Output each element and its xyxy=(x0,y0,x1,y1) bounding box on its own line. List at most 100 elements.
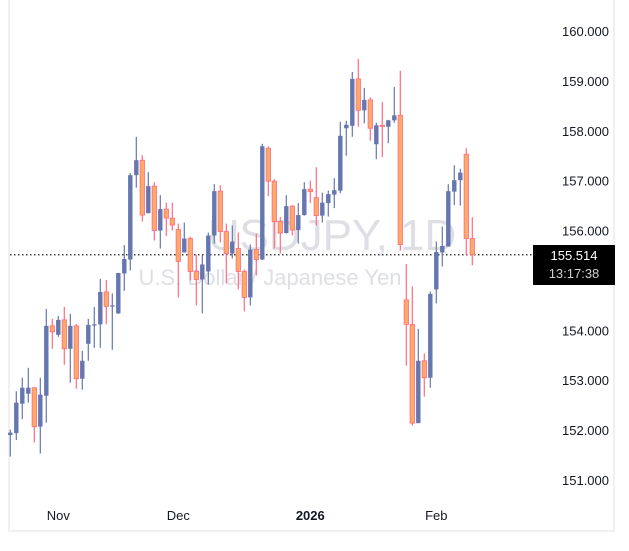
candle-body xyxy=(38,394,43,427)
candle-up xyxy=(14,391,19,441)
candle-down xyxy=(139,155,145,222)
candle-up xyxy=(326,190,331,217)
candle-body xyxy=(14,402,19,434)
candle-up xyxy=(458,168,463,206)
candle-up xyxy=(446,184,451,247)
candle-body xyxy=(362,99,367,111)
candle-up xyxy=(302,182,307,216)
candle-body xyxy=(241,271,247,298)
candle-body xyxy=(332,190,337,195)
candle-body xyxy=(386,120,391,127)
candle-body xyxy=(248,249,253,298)
candle-up xyxy=(296,203,301,244)
candle-down xyxy=(103,279,109,325)
candle-up xyxy=(8,429,13,457)
candle-down xyxy=(397,70,403,251)
x-axis[interactable]: Nov Dec 2026 Feb xyxy=(47,508,448,523)
candle-down xyxy=(253,233,259,276)
candle-body xyxy=(428,293,433,378)
candle-up xyxy=(110,293,115,350)
y-tick-label: 156.000 xyxy=(562,224,609,239)
candle-down xyxy=(367,97,373,141)
candle-body xyxy=(98,291,103,325)
candle-body xyxy=(128,175,133,260)
candle-up xyxy=(146,172,151,214)
candles xyxy=(8,58,475,457)
candle-down xyxy=(421,353,427,397)
y-axis[interactable]: 160.000 159.000 158.000 157.000 156.000 154.0… xyxy=(562,24,609,488)
candle-body xyxy=(56,319,61,335)
candle-body xyxy=(217,190,223,232)
candle-body xyxy=(260,146,265,260)
x-tick-label: Dec xyxy=(167,508,191,523)
y-tick-label: 154.000 xyxy=(562,323,609,338)
candle-down xyxy=(169,202,175,231)
candle-down xyxy=(49,318,55,349)
candle-body xyxy=(92,324,97,326)
candle-body xyxy=(68,325,73,349)
candle-body xyxy=(338,135,343,191)
candle-body xyxy=(193,271,199,280)
x-tick-label: Nov xyxy=(47,508,71,523)
candle-body xyxy=(409,323,415,424)
candle-up xyxy=(350,71,355,137)
candle-down xyxy=(61,306,67,365)
candle-body xyxy=(367,99,373,129)
y-tick-label: 152.000 xyxy=(562,423,609,438)
candle-up xyxy=(200,255,205,314)
candle-body xyxy=(86,324,91,344)
candle-body xyxy=(434,252,439,290)
candle-body xyxy=(175,229,181,262)
candle-down xyxy=(163,202,169,237)
candle-down xyxy=(223,223,229,284)
candle-body xyxy=(61,319,67,350)
candle-up xyxy=(134,136,139,188)
watermark-symbol: USDJPY, 1D xyxy=(208,211,457,260)
y-tick-label: 153.000 xyxy=(562,373,609,388)
candle-body xyxy=(379,124,385,127)
candle-body xyxy=(230,241,235,254)
candle-body xyxy=(146,186,151,214)
candle-up xyxy=(20,377,25,420)
x-tick-label: Feb xyxy=(425,508,447,523)
candle-down xyxy=(289,205,295,236)
candle-up xyxy=(428,291,433,388)
bar-countdown: 13:17:38 xyxy=(548,266,600,281)
candle-down xyxy=(175,223,181,298)
candle-body xyxy=(452,180,457,192)
candle-up xyxy=(320,192,325,223)
candle-body xyxy=(307,188,313,193)
candle-up xyxy=(392,86,397,123)
candle-body xyxy=(139,159,145,216)
candle-down xyxy=(469,217,475,266)
candle-down xyxy=(265,146,271,197)
candle-body xyxy=(265,147,271,182)
candle-body xyxy=(26,387,31,394)
candle-down xyxy=(307,180,313,204)
candle-body xyxy=(296,215,301,231)
candle-body xyxy=(169,217,175,226)
candle-up xyxy=(92,306,97,348)
candle-up xyxy=(344,120,349,156)
candle-body xyxy=(392,115,397,121)
candle-body xyxy=(44,325,49,396)
candle-body xyxy=(235,248,241,272)
candle-up xyxy=(56,315,61,337)
candle-body xyxy=(397,114,403,245)
y-tick-label: 159.000 xyxy=(562,74,609,89)
candle-body xyxy=(446,191,451,247)
candle-body xyxy=(374,125,379,145)
candle-up xyxy=(434,241,439,304)
candle-down xyxy=(31,387,37,443)
candle-body xyxy=(20,387,25,404)
candle-body xyxy=(463,153,469,239)
candle-body xyxy=(416,360,421,424)
candle-up xyxy=(98,278,103,348)
candle-body xyxy=(134,160,139,176)
candle-up xyxy=(374,122,379,160)
candle-body xyxy=(116,272,121,314)
candle-down xyxy=(403,263,409,366)
candle-body xyxy=(31,387,37,428)
y-tick-label: 151.000 xyxy=(562,473,609,488)
